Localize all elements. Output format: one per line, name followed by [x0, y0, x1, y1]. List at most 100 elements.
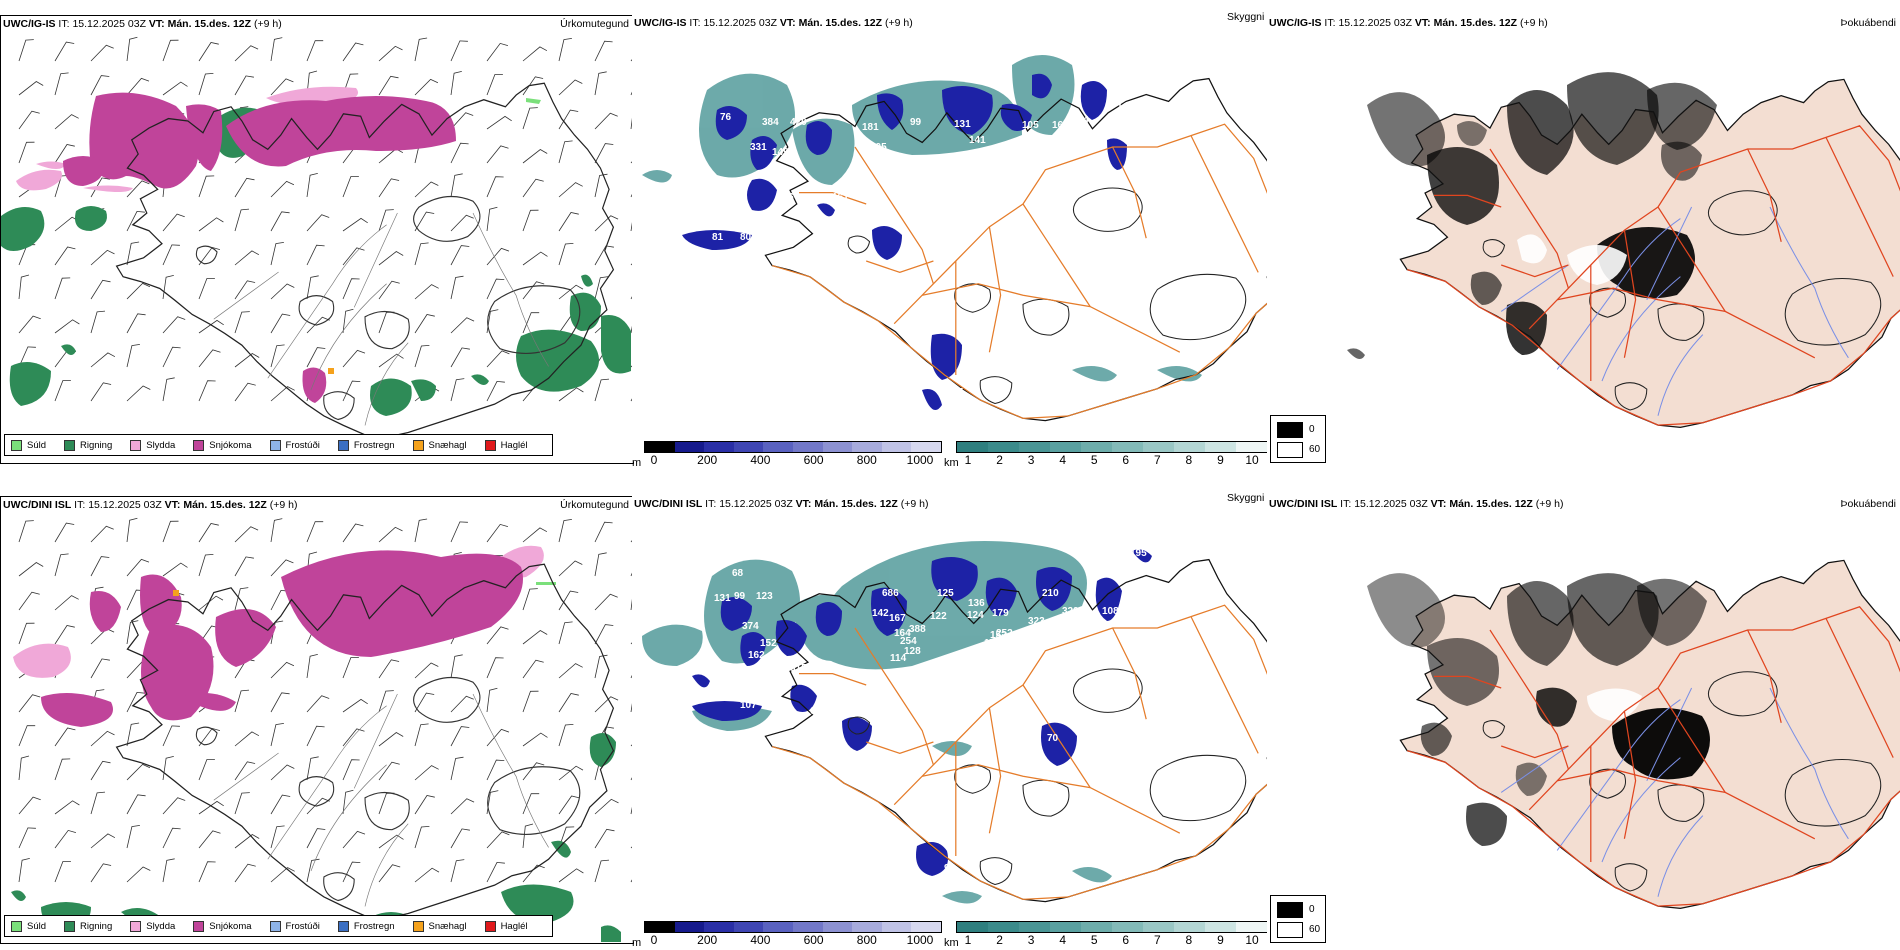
legend-swatch [269, 439, 281, 451]
legend-label: Frostúði [285, 439, 320, 451]
wind-barb [90, 791, 106, 815]
cloud-base-label: 125 [937, 588, 954, 599]
legend-swatch [64, 920, 76, 932]
colorbar-tick: 800 [856, 933, 877, 947]
wind-barb [54, 72, 69, 96]
colorbar-segment [957, 922, 988, 932]
wind-barb [522, 823, 534, 849]
wind-barb [126, 77, 150, 96]
road-line [988, 707, 1002, 834]
glacier-outline [298, 776, 335, 807]
fog-map [1347, 72, 1900, 429]
panel-title: Úrkomutegund [560, 499, 629, 511]
wind-barb [378, 732, 404, 747]
legend-item: Slydda [130, 920, 175, 932]
legend-label: Frostregn [353, 920, 395, 932]
river-line [1601, 276, 1681, 382]
wind-barb [522, 46, 548, 62]
wind-barb [162, 81, 188, 96]
legend-item: Súld [11, 439, 46, 451]
glacier-outline [1149, 754, 1247, 822]
wind-barb [594, 624, 614, 645]
wind-barb [486, 278, 505, 300]
cloud-base-label: 161 [1052, 120, 1069, 131]
wind-barb [522, 588, 538, 611]
wind-barb [18, 725, 36, 747]
cloud-base-label: 96 [762, 688, 774, 699]
wind-barb [162, 346, 181, 368]
wind-barb [270, 867, 295, 883]
wind-barb [270, 559, 294, 577]
legend-item: Snæhagl [412, 439, 467, 451]
wind-barb [126, 763, 151, 781]
colorbar-tick: 5 [1090, 933, 1098, 947]
wind-barb [306, 244, 325, 266]
colorbar-track [956, 921, 1268, 933]
glacier-outline [1072, 187, 1143, 232]
wind-barb [558, 724, 574, 747]
cloud-base-label: 161 [832, 192, 849, 203]
road-line [1501, 745, 1569, 759]
wind-barb [378, 792, 395, 815]
panel-title: Þokuábendi [1840, 498, 1896, 510]
colorbar-track [644, 441, 942, 453]
wind-barb [558, 284, 584, 300]
cloud-base-label: 301 [742, 668, 759, 679]
fog-legend-black-label: 0 [1309, 904, 1315, 915]
wind-barb [162, 39, 179, 62]
wind-barb [306, 725, 325, 747]
wind-barb [414, 211, 435, 232]
wind-barb [594, 552, 607, 577]
wind-barb [270, 794, 291, 815]
glacier-outline [487, 285, 581, 354]
cloud-base-label: 76 [720, 112, 732, 123]
wind-barb [378, 178, 400, 198]
colorbar-segment [763, 922, 793, 932]
wind-barb [450, 245, 470, 266]
panel-header: UWC/DINI ISL IT: 15.12.2025 03Z VT: Mán.… [3, 499, 298, 511]
fog-legend-black-label: 0 [1309, 424, 1315, 435]
road-line [854, 627, 934, 765]
colorbar-segment [733, 922, 764, 932]
legend-item: Slydda [130, 439, 175, 451]
cloud-base-colorbar: m 0 200 400 600 800 1000 [632, 919, 942, 949]
wind-barb [342, 789, 354, 815]
colorbar-unit: km [944, 457, 959, 469]
road-line [1406, 125, 1900, 426]
wind-barb [558, 140, 573, 164]
cloud-base-label: 340 [1052, 618, 1069, 629]
wind-barb [486, 115, 512, 130]
wind-barb [522, 76, 544, 96]
panel-header: UWC/IG-IS IT: 15.12.2025 03Z VT: Mán. 15… [1269, 17, 1548, 29]
wind-barb [54, 829, 77, 849]
wind-barb [450, 317, 475, 334]
wind-barb [522, 793, 540, 815]
wind-barb [414, 78, 439, 96]
colorbar-tick: 5 [1090, 453, 1098, 467]
wind-barb [450, 142, 469, 164]
wind-barb [54, 758, 71, 781]
wind-barb [558, 519, 572, 543]
wind-barb [54, 625, 75, 645]
river-line [353, 693, 398, 789]
wind-barb [90, 75, 110, 96]
wind-barb [522, 107, 538, 130]
wind-barb [198, 349, 221, 368]
wind-barb [558, 79, 583, 96]
wind-barb [234, 280, 256, 300]
wind-barb [378, 311, 395, 334]
wind-barb [450, 521, 468, 543]
wind-barb [126, 344, 140, 368]
road-line [1501, 264, 1569, 278]
wind-barb [234, 177, 255, 198]
cloud-base-label: 323 [1028, 616, 1045, 627]
colorbar-tick: 2 [996, 453, 1003, 467]
wind-barb [486, 626, 509, 645]
road-line [1489, 148, 1569, 289]
panel-header: UWC/DINI ISL IT: 15.12.2025 03Z VT: Mán.… [1269, 498, 1564, 510]
wind-barb [558, 560, 583, 577]
wind-barb [486, 831, 510, 849]
precip-type-panel-igis: UWC/IG-IS IT: 15.12.2025 03Z VT: Mán. 15… [0, 15, 634, 464]
wind-barb [54, 246, 76, 266]
wind-barb [486, 145, 509, 164]
